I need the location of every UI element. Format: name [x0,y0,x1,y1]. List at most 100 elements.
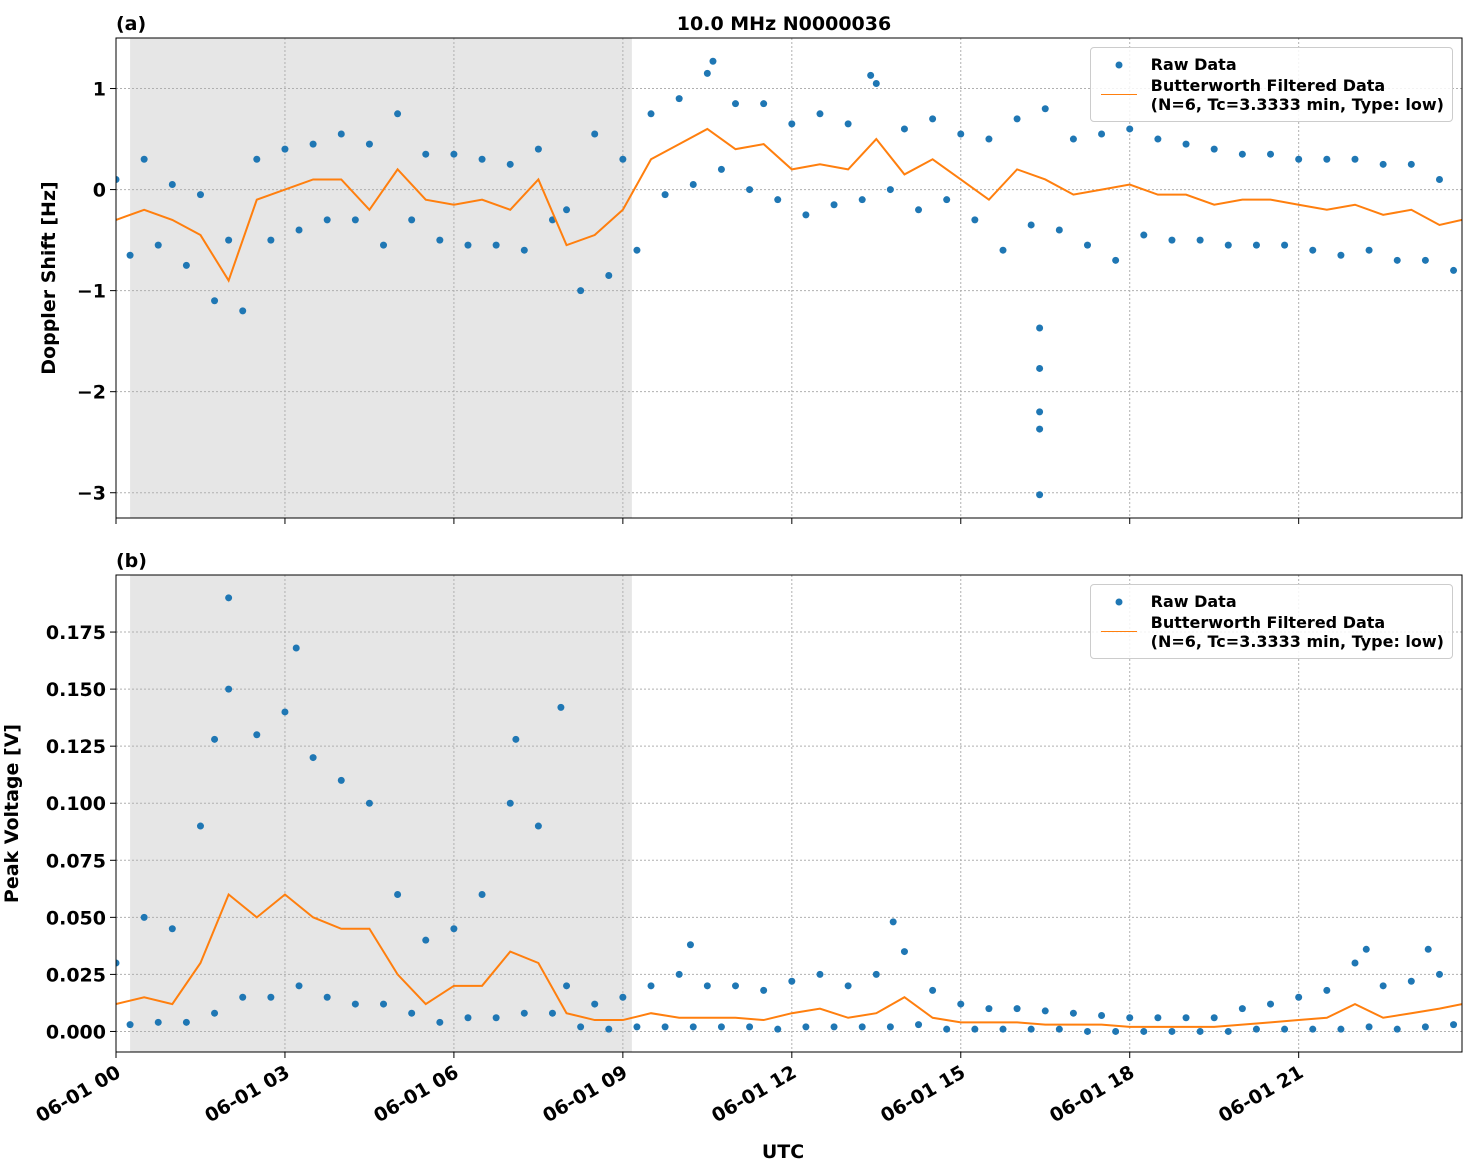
raw-point [1036,491,1044,499]
raw-point [450,925,458,933]
raw-point [1267,150,1275,158]
raw-point [548,1009,556,1017]
raw-point [281,708,289,716]
raw-point [1098,130,1106,138]
raw-point [1083,1027,1091,1035]
legend-label: Butterworth Filtered Data (N=6, Tc=3.333… [1150,613,1444,651]
raw-point [1407,977,1415,985]
raw-point [239,993,247,1001]
raw-point [1309,1025,1317,1033]
raw-point [267,236,275,244]
legend-icon [1115,61,1123,69]
x-tick-label: 06-01 03 [201,1061,293,1127]
raw-point [999,246,1007,254]
raw-point [1351,155,1359,163]
raw-point [886,1023,894,1031]
raw-point [225,685,233,693]
raw-point [506,799,514,807]
legend-icon [1100,631,1137,632]
raw-point [211,297,219,305]
raw-point [351,216,359,224]
raw-point [915,1021,923,1029]
raw-point [1365,246,1373,254]
raw-point [929,986,937,994]
raw-point [731,100,739,108]
raw-point [563,206,571,214]
raw-point [760,100,768,108]
raw-point [686,941,694,949]
raw-point [520,246,528,254]
filtered-line [116,127,1462,283]
raw-point [380,241,388,249]
raw-point [380,1000,388,1008]
x-tick-label: 06-01 06 [370,1061,462,1127]
legend: Raw Data Butterworth Filtered Data (N=6, … [1089,584,1453,659]
raw-point [1098,1011,1106,1019]
raw-point [295,982,303,990]
raw-point [351,1000,359,1008]
raw-point [1421,1023,1429,1031]
raw-point [872,79,880,87]
shaded-span [130,38,632,518]
x-tick-label: 06-01 12 [708,1061,800,1127]
raw-point [225,236,233,244]
raw-point [1126,125,1134,133]
raw-point [365,140,373,148]
raw-point [647,982,655,990]
raw-point [337,776,345,784]
plot-area [116,594,1462,1035]
raw-point [140,155,148,163]
raw-point [709,57,717,65]
raw-point [971,216,979,224]
legend-entry: Butterworth Filtered Data (N=6, Tc=3.333… [1099,613,1444,651]
raw-point [1407,160,1415,168]
raw-point [957,1000,965,1008]
raw-point [1393,256,1401,264]
y-tick-label: 0.100 [46,793,106,815]
y-tick-label: −3 [77,483,106,505]
y-tick-label: 1 [93,79,106,101]
axes-frame [115,37,1463,519]
raw-point [116,959,120,967]
raw-point [408,216,416,224]
raw-point [168,181,176,189]
raw-point [492,241,500,249]
raw-point [703,69,711,77]
raw-point [1182,140,1190,148]
raw-point [394,891,402,899]
raw-point [1295,993,1303,1001]
raw-point [225,594,233,602]
raw-point [1168,1027,1176,1035]
raw-point [182,261,190,269]
axes-frame [115,574,1463,1053]
x-tick-label: 06-01 00 [32,1061,124,1127]
raw-point [999,1025,1007,1033]
raw-point [1379,160,1387,168]
raw-point [872,970,880,978]
raw-point [816,970,824,978]
raw-point [675,95,683,103]
raw-point [267,993,275,1001]
raw-point [436,236,444,244]
raw-point [1140,1027,1148,1035]
raw-point [788,977,796,985]
raw-point [1140,231,1148,239]
raw-point [802,211,810,219]
raw-point [1210,1014,1218,1022]
raw-point [985,1005,993,1013]
raw-point [788,120,796,128]
raw-point [394,110,402,118]
raw-point [1309,246,1317,254]
raw-point [1224,241,1232,249]
raw-point [292,644,300,652]
x-axis-label: UTC [762,1141,804,1163]
raw-point [1154,1014,1162,1022]
raw-point [943,1025,951,1033]
raw-point [534,822,542,830]
raw-point [1013,1005,1021,1013]
raw-point [116,175,120,183]
panel-label: (a) [116,13,146,35]
raw-point [1252,1025,1260,1033]
y-tick-label: −1 [77,281,106,303]
raw-point [717,165,725,173]
